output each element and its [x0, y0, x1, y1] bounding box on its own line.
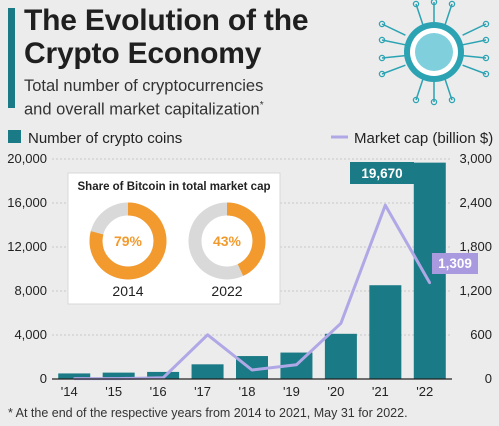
circuit-node: [482, 54, 490, 62]
subtitle-line-2: and overall market capitalization: [24, 100, 260, 119]
circuit-trace: [444, 3, 453, 26]
bar: [147, 371, 180, 379]
x-tick-label: '18: [239, 384, 256, 399]
subtitle-line-1: Total number of cryptocurrencies: [24, 77, 264, 95]
circuit-trace: [462, 64, 487, 75]
market-cap-point: [384, 204, 387, 207]
donut-share-arc: [89, 202, 167, 280]
donut-year-label: 2014: [112, 283, 143, 299]
y-right-tick-label: 1,200: [459, 283, 492, 298]
bar-value-callout-label: 19,670: [361, 166, 402, 181]
x-tick-label: '14: [61, 384, 78, 399]
y-right-tick-label: 0: [485, 371, 492, 386]
bar: [324, 333, 357, 379]
y-left-tick-label: 0: [40, 371, 47, 386]
title-line-1: The Evolution of the: [24, 4, 309, 37]
market-cap-point: [295, 363, 298, 367]
chart-axes: 0 4,000 8,000 12,000 16,000 20,000 0 600 1,200 1,…: [7, 151, 492, 399]
x-tick-label: '16: [150, 384, 167, 399]
footnote: * At the end of the respective years fro…: [8, 406, 408, 420]
inset-title: Share of Bitcoin in total market cap: [78, 181, 271, 193]
x-tick-label: '21: [372, 384, 389, 399]
circuit-node: [378, 54, 386, 62]
circuit-trace: [462, 39, 487, 46]
bitcoin-share-inset: Share of Bitcoin in total market cap 79% 2…: [67, 172, 281, 305]
chart-callouts: 19,670 1,309: [350, 162, 478, 274]
circuit-node: [430, 0, 438, 6]
circuit-node: [412, 0, 420, 8]
inset-box: [67, 172, 281, 305]
page-title: The Evolution of the Crypto Economy: [24, 4, 309, 70]
market-cap-point: [428, 281, 431, 285]
y-left-tick-label: 20,000: [7, 151, 47, 166]
circuit-trace: [381, 54, 406, 59]
donut-share-arc: [188, 202, 266, 280]
circuit-trace: [381, 39, 406, 46]
chart-legend: Number of crypto coins Market cap (billio…: [8, 130, 493, 147]
x-tick-label: '15: [105, 384, 122, 399]
circuit-trace: [462, 54, 487, 59]
bar: [102, 372, 135, 379]
y-left-tick-label: 8,000: [14, 283, 47, 298]
x-tick-label: '20: [327, 384, 344, 399]
y-left-tick-label: 12,000: [7, 239, 47, 254]
y-left-tick-label: 16,000: [7, 195, 47, 210]
circuit-node: [378, 36, 386, 44]
circuit-node: [448, 96, 456, 104]
bar: [191, 364, 224, 379]
circuit-trace: [444, 78, 453, 101]
legend-label-coins: Number of crypto coins: [28, 130, 182, 147]
page-subtitle: Total number of cryptocurrencies and over…: [24, 76, 264, 120]
circuit-node: [378, 20, 386, 28]
circuit-trace: [415, 78, 424, 101]
circuit-node: [482, 70, 490, 78]
line-value-callout-box: [432, 253, 478, 274]
circuit-node: [482, 20, 490, 28]
chip-core: [415, 33, 453, 71]
title-accent-bar: [8, 8, 15, 108]
circuit-trace: [381, 64, 406, 75]
bar-value-callout-box: [350, 162, 414, 184]
circuit-trace: [415, 3, 424, 26]
line-value-callout-label: 1,309: [438, 256, 472, 271]
legend-swatch-coins: [8, 130, 21, 143]
title-line-2: Crypto Economy: [24, 37, 262, 70]
market-cap-point: [206, 333, 209, 336]
y-right-tick-label: 2,400: [459, 195, 492, 210]
market-cap-point: [161, 376, 165, 379]
x-tick-label: '19: [283, 384, 300, 399]
y-right-tick-label: 600: [470, 327, 492, 342]
market-cap-point: [250, 368, 254, 372]
circuit-node: [412, 96, 420, 104]
circuit-node: [482, 36, 490, 44]
line-series: [73, 203, 432, 381]
donut-percent-label: 43%: [213, 233, 242, 249]
circuit-node: [448, 0, 456, 8]
y-right-tick-label: 3,000: [459, 151, 492, 166]
market-cap-point: [339, 322, 343, 325]
y-right-tick-label: 1,800: [459, 239, 492, 254]
bar: [369, 285, 402, 379]
circuit-trace: [462, 23, 487, 36]
circuit-chip-icon: [378, 0, 490, 106]
circuit-node: [378, 70, 386, 78]
donut-percent-label: 79%: [114, 233, 143, 249]
donut-year-label: 2022: [211, 283, 242, 299]
legend-label-market-cap: Market cap (billion $): [354, 130, 493, 147]
circuit-trace: [381, 23, 406, 36]
circuit-node: [430, 98, 438, 106]
y-left-tick-label: 4,000: [14, 327, 47, 342]
x-tick-label: '17: [194, 384, 211, 399]
bar: [58, 373, 91, 379]
subtitle-footnote-mark: *: [259, 100, 264, 111]
x-tick-label: '22: [416, 384, 433, 399]
